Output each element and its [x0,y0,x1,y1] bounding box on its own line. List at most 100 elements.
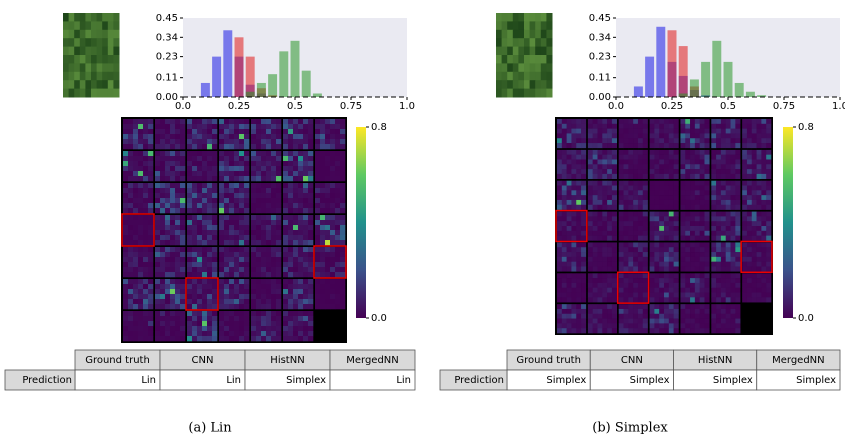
heatmap-cell [757,273,762,278]
texture-pixel [69,13,75,22]
heatmap-cell [557,319,562,324]
heatmap-cell [602,150,607,155]
heatmap-cell [716,150,721,155]
heatmap-cell [133,139,138,144]
heatmap-cell [155,299,160,304]
heatmap-cell [293,215,298,220]
heatmap-cell [202,193,207,198]
heatmap-cell [335,289,340,294]
heatmap-cell [593,262,598,267]
heatmap-cell [602,181,607,186]
heatmap-cell [133,262,138,267]
heatmap-cell [170,171,175,176]
heatmap-cell [557,216,562,221]
heatmap-cell [597,129,602,134]
heatmap-cell [308,262,313,267]
heatmap-cell [219,284,224,289]
heatmap-cell [330,279,335,284]
heatmap-cell [721,314,726,319]
heatmap-cell [251,215,256,220]
heatmap-cell [187,299,192,304]
heatmap-cell [207,336,212,341]
heatmap-cell [612,169,617,174]
heatmap-cell [143,156,148,161]
heatmap-cell [628,283,633,288]
heatmap-cell [271,316,276,321]
heatmap-cell [638,174,643,179]
heatmap-cell [283,225,288,230]
heatmap-cell [643,124,648,129]
heatmap-cell [726,278,731,283]
heatmap-cell [638,150,643,155]
heatmap-cell [602,143,607,148]
heatmap-cell [212,257,217,262]
heatmap-cell [212,304,217,309]
heatmap-cell [643,304,648,309]
heatmap-cell [180,156,185,161]
texture-pixel [502,72,508,81]
heatmap-cell [571,164,576,169]
heatmap-cell [298,220,303,225]
heatmap-cell [704,129,709,134]
heatmap-cell [735,297,740,302]
heatmap-cell [212,171,217,176]
heatmap-cell [685,164,690,169]
heatmap-cell [624,323,629,328]
heatmap-cell [133,299,138,304]
heatmap-cell [207,203,212,208]
heatmap-cell [571,309,576,314]
heatmap-cell [180,134,185,139]
heatmap-cell [128,235,133,240]
heatmap-cell [624,309,629,314]
heatmap-cell [133,235,138,240]
heatmap-cell [197,267,202,272]
heatmap-cell [244,230,249,235]
heatmap-cell [192,151,197,156]
heatmap-cell [562,216,567,221]
heatmap-cell [607,133,612,138]
heatmap-cell [335,134,340,139]
texture-pixel [518,13,524,22]
heatmap-cell [597,278,602,283]
heatmap-cell [303,208,308,213]
heatmap-cell [288,272,293,277]
heatmap-cell [711,252,716,257]
heatmap-cell [593,181,598,186]
heatmap-cell [256,193,261,198]
heatmap-cell [633,133,638,138]
heatmap-cell [669,319,674,324]
heatmap-cell [288,220,293,225]
heatmap-cell [303,230,308,235]
heatmap-cell [669,212,674,217]
heatmap-cell [643,129,648,134]
heatmap-cell [695,181,700,186]
heatmap-cell [298,336,303,341]
heatmap-cell [298,215,303,220]
heatmap-cell [197,156,202,161]
heatmap-cell [170,289,175,294]
heatmap-cell [685,273,690,278]
heatmap-cell [192,134,197,139]
heatmap-cell [229,176,234,181]
texture-pixel [63,63,69,72]
heatmap-cell [562,252,567,257]
heatmap-cell [283,284,288,289]
heatmap-cell [197,176,202,181]
heatmap-cell [340,225,345,230]
heatmap-cell [256,336,261,341]
heatmap-cell [628,309,633,314]
heatmap-cell [180,225,185,230]
heatmap-cell [576,186,581,191]
heatmap-cell [669,309,674,314]
heatmap-cell [197,299,202,304]
heatmap-cell [212,331,217,336]
heatmap-cell [704,309,709,314]
heatmap-cell [123,119,128,124]
heatmap-cell [704,133,709,138]
heatmap-cell [664,129,669,134]
heatmap-cell [624,304,629,309]
heatmap-cell [654,309,659,314]
heatmap-cell [224,203,229,208]
hist-bar [679,93,688,97]
heatmap-cell [669,266,674,271]
